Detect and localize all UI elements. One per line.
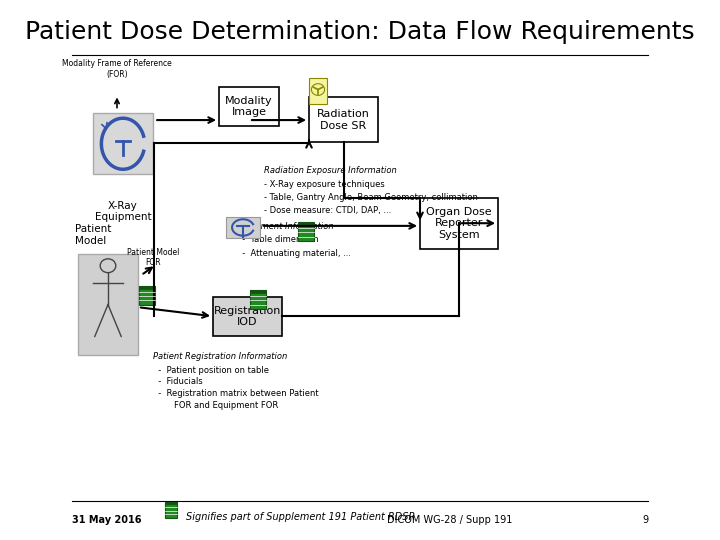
FancyBboxPatch shape (165, 502, 177, 518)
FancyBboxPatch shape (298, 222, 313, 225)
Text: Registration
IOD: Registration IOD (214, 306, 282, 327)
Text: Patient Model
FOR: Patient Model FOR (127, 248, 179, 267)
Text: Signifies part of Supplement 191 Patient RDSR: Signifies part of Supplement 191 Patient… (186, 512, 415, 522)
FancyBboxPatch shape (420, 198, 498, 249)
Text: Equipment Information: Equipment Information (237, 222, 333, 231)
FancyBboxPatch shape (140, 286, 155, 288)
Text: - X-Ray exposure techniques: - X-Ray exposure techniques (264, 180, 384, 188)
FancyBboxPatch shape (298, 222, 313, 241)
Text: FOR and Equipment FOR: FOR and Equipment FOR (153, 401, 278, 410)
Text: Patient
Model: Patient Model (75, 225, 112, 246)
Text: - Dose measure: CTDI, DAP, ...: - Dose measure: CTDI, DAP, ... (264, 206, 391, 215)
Text: 31 May 2016: 31 May 2016 (72, 515, 141, 525)
Text: Radiation Exposure Information: Radiation Exposure Information (264, 166, 397, 176)
Text: Patient Dose Determination: Data Flow Requirements: Patient Dose Determination: Data Flow Re… (25, 20, 695, 44)
FancyBboxPatch shape (226, 217, 260, 238)
Text: -  Table dimension: - Table dimension (237, 235, 319, 245)
FancyBboxPatch shape (251, 290, 266, 309)
FancyBboxPatch shape (213, 296, 282, 336)
FancyBboxPatch shape (309, 78, 327, 104)
FancyBboxPatch shape (140, 286, 155, 305)
Text: - Table, Gantry Angle, Beam Geometry, collimation: - Table, Gantry Angle, Beam Geometry, co… (264, 193, 478, 202)
Text: -  Attenuating material, ...: - Attenuating material, ... (237, 249, 351, 258)
Text: Patient Registration Information: Patient Registration Information (153, 353, 287, 361)
Text: Modality Frame of Reference
(FOR): Modality Frame of Reference (FOR) (62, 59, 172, 79)
Text: Organ Dose
Reporter
System: Organ Dose Reporter System (426, 207, 492, 240)
Text: DICOM WG-28 / Supp 191: DICOM WG-28 / Supp 191 (387, 515, 513, 525)
FancyBboxPatch shape (309, 97, 378, 143)
Text: Modality
Image: Modality Image (225, 96, 273, 117)
FancyBboxPatch shape (165, 502, 177, 504)
FancyBboxPatch shape (93, 113, 153, 174)
FancyBboxPatch shape (219, 86, 279, 126)
Text: X-Ray
Equipment: X-Ray Equipment (94, 201, 151, 222)
FancyBboxPatch shape (251, 290, 266, 293)
FancyBboxPatch shape (78, 254, 138, 355)
Text: -  Patient position on table: - Patient position on table (153, 366, 269, 375)
Text: -  Registration matrix between Patient: - Registration matrix between Patient (153, 389, 319, 398)
Text: -  Fiducials: - Fiducials (153, 377, 203, 387)
Text: Radiation
Dose SR: Radiation Dose SR (317, 109, 370, 131)
Text: 9: 9 (642, 515, 648, 525)
